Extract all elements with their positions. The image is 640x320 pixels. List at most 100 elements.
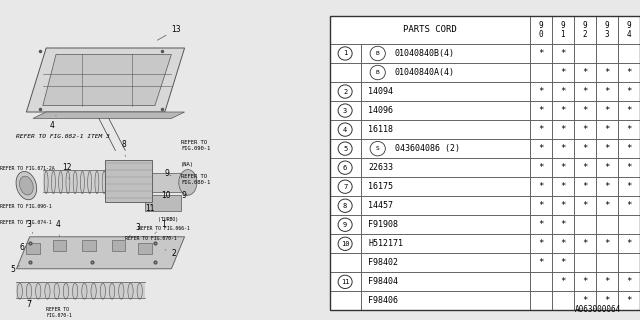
Text: 9: 9 [181,191,188,200]
Text: 9: 9 [343,222,348,228]
Text: 4: 4 [343,127,348,132]
Text: REFER TO FIG.066-1: REFER TO FIG.066-1 [138,227,190,231]
Bar [361,196,530,215]
Polygon shape [43,54,172,106]
Bar [618,44,640,63]
Ellipse shape [179,170,197,195]
Bar [530,177,552,196]
Bar [574,158,596,177]
Bar [330,82,361,101]
Text: *: * [582,106,588,115]
Text: *: * [560,68,566,77]
Text: 14: 14 [109,163,118,179]
Bar [552,215,574,234]
Bar [330,158,361,177]
Text: *: * [604,182,610,191]
Bar [574,120,596,139]
Text: *: * [538,220,543,229]
Bar [596,82,618,101]
Bar [552,272,574,292]
Bar [330,101,361,120]
Bar [530,234,552,253]
Text: *: * [627,87,632,96]
Text: 3: 3 [26,220,33,234]
Text: 2: 2 [165,249,176,258]
Bar [618,63,640,82]
Bar [361,272,530,292]
Bar [530,139,552,158]
Ellipse shape [118,283,124,299]
Text: (TURBO): (TURBO) [158,217,179,222]
Ellipse shape [102,171,106,194]
Bar [330,196,361,215]
Bar [618,272,640,292]
Text: *: * [627,239,632,248]
Text: 11: 11 [341,279,349,285]
Ellipse shape [59,171,63,194]
Ellipse shape [26,283,31,299]
Bar [552,101,574,120]
Ellipse shape [36,283,41,299]
Bar [552,63,574,82]
Bar [530,158,552,177]
Text: *: * [560,220,566,229]
Bar [530,16,552,44]
Bar [361,234,530,253]
Bar [618,139,640,158]
Text: 12: 12 [63,163,72,179]
Bar [552,158,574,177]
Bar [361,82,530,101]
Text: *: * [582,144,588,153]
Bar [596,234,618,253]
Text: *: * [560,49,566,58]
Text: *: * [582,296,588,305]
Bar [361,177,530,196]
Text: *: * [560,182,566,191]
Text: *: * [604,68,610,77]
Bar [574,253,596,272]
Text: *: * [560,239,566,248]
Text: 3: 3 [343,108,348,114]
Text: *: * [627,296,632,305]
Bar [330,120,361,139]
Text: 3: 3 [129,223,140,237]
Text: *: * [604,125,610,134]
Bar [361,158,530,177]
Ellipse shape [54,283,60,299]
Bar [330,44,361,63]
Text: REFER TO FIG.070-1: REFER TO FIG.070-1 [125,236,177,241]
Ellipse shape [109,171,113,194]
Text: *: * [627,182,632,191]
Text: B: B [376,70,380,75]
Text: *: * [538,106,543,115]
Bar [618,215,640,234]
Bar [574,272,596,292]
Text: 01040840A(4): 01040840A(4) [395,68,455,77]
Text: F98402: F98402 [369,258,398,267]
Polygon shape [145,195,181,211]
Bar [330,292,361,310]
Bar [530,82,552,101]
Ellipse shape [72,283,78,299]
Text: H512171: H512171 [369,239,403,248]
Polygon shape [138,243,152,254]
Text: *: * [538,49,543,58]
Bar [330,253,361,272]
Bar [530,44,552,63]
Bar [552,139,574,158]
Text: 9
4: 9 4 [627,20,631,39]
Bar [530,272,552,292]
Text: 7: 7 [26,300,31,309]
Text: 16118: 16118 [369,125,394,134]
Bar [330,139,361,158]
Bar [552,253,574,272]
Text: *: * [604,277,610,286]
Text: *: * [604,201,610,210]
Bar [618,253,640,272]
Bar [574,234,596,253]
Bar [552,82,574,101]
Text: *: * [604,144,610,153]
Ellipse shape [73,171,77,194]
Text: *: * [560,163,566,172]
Text: 1: 1 [343,51,348,57]
